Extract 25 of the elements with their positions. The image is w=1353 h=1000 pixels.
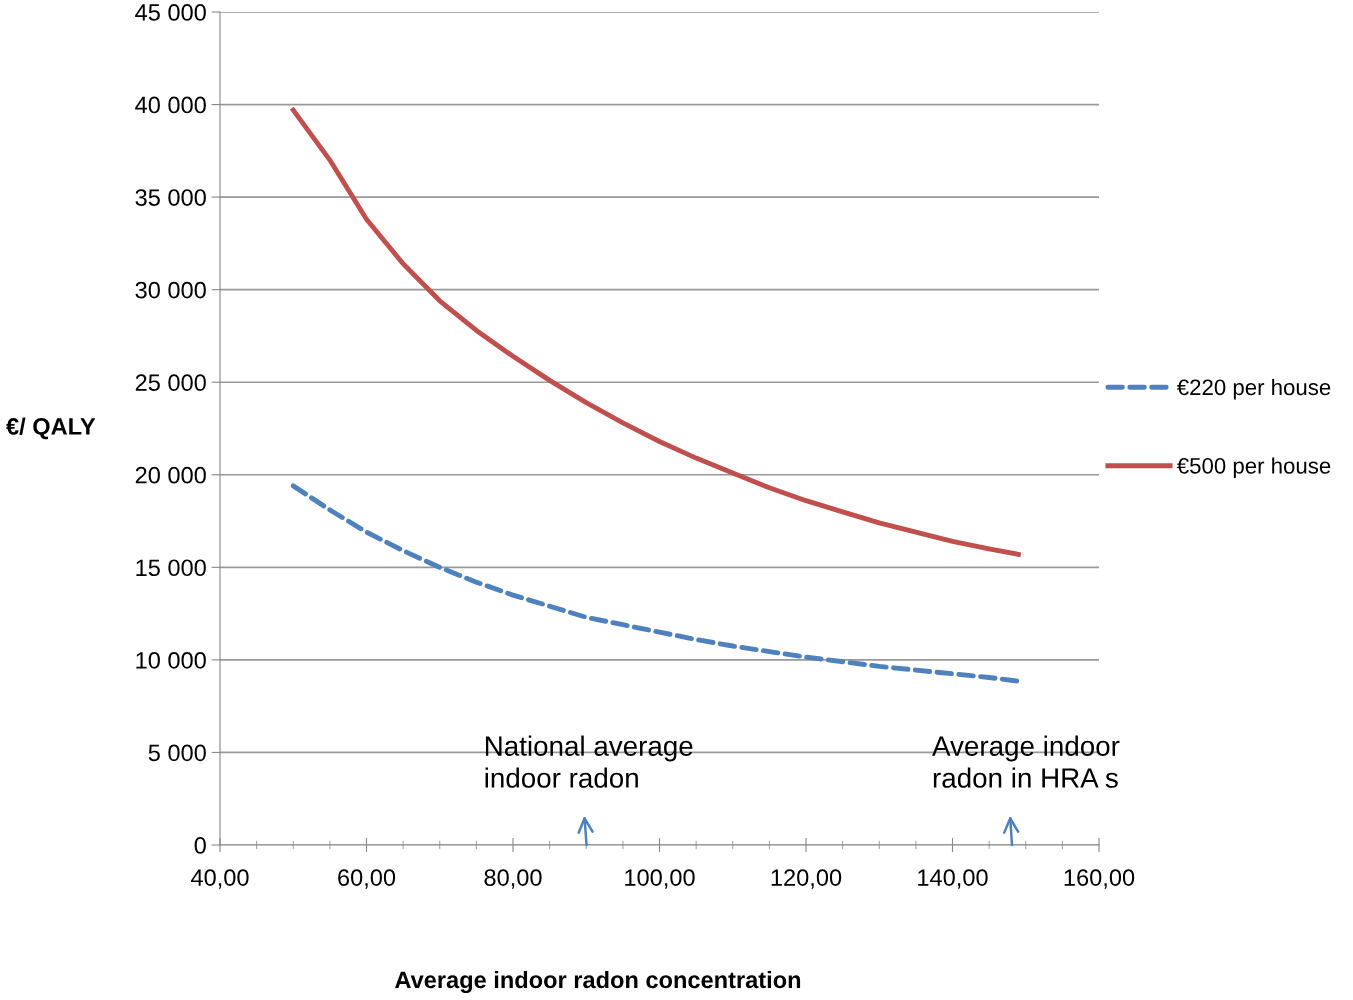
y-tick-label: 0	[194, 837, 206, 854]
annotation: Average indoor radon in HRA s	[932, 735, 1120, 788]
x-tick-label: 80,00	[484, 869, 542, 889]
x-tick-label: 160,00	[1064, 869, 1135, 889]
y-axis-title: €/ QALY	[6, 417, 96, 440]
x-tick-label: 100,00	[625, 869, 695, 889]
legend-label: €220 per house	[1176, 378, 1331, 400]
x-tick-label: 60,00	[338, 869, 396, 889]
line-series	[290, 107, 1021, 557]
annotation: National average indoor radon	[485, 735, 693, 788]
y-tick-label: 35 000	[135, 189, 206, 206]
x-tick-label: 40,00	[191, 869, 249, 889]
y-tick-label: 10 000	[136, 651, 206, 669]
y-tick-label: 15 000	[136, 559, 206, 577]
x-axis-title: Average indoor radon concentration	[395, 970, 801, 994]
y-tick-label: 40 000	[135, 96, 206, 114]
x-tick-label: 120,00	[771, 869, 842, 889]
y-tick-label: 20 000	[135, 466, 206, 484]
y-tick-label: 45 000	[135, 4, 206, 21]
y-tick-label: 5 000	[148, 744, 206, 762]
line-series	[290, 483, 1021, 684]
x-tick-label: 140,00	[918, 869, 988, 889]
y-tick-label: 25 000	[135, 374, 206, 392]
y-tick-label: 30 000	[135, 281, 206, 299]
legend-label: €500 per house	[1176, 457, 1331, 479]
